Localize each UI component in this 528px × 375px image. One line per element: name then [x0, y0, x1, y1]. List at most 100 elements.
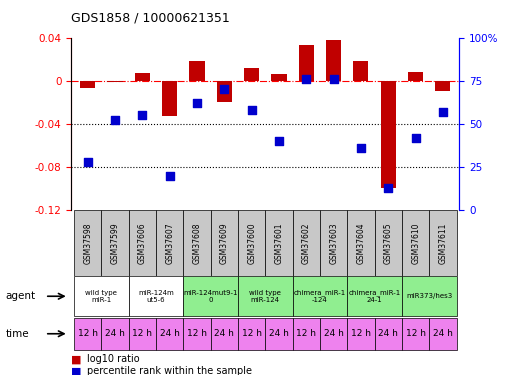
Text: ■: ■ — [71, 366, 82, 375]
Bar — [156, 318, 183, 350]
Point — [384, 184, 392, 190]
Bar — [266, 318, 293, 350]
Bar — [183, 318, 211, 350]
Point — [83, 159, 92, 165]
Text: 12 h: 12 h — [296, 329, 316, 338]
Text: 24 h: 24 h — [214, 329, 234, 338]
Bar — [190, 61, 204, 81]
Bar — [293, 276, 347, 316]
Point — [357, 145, 365, 151]
Text: wild type
miR-1: wild type miR-1 — [86, 290, 117, 303]
Bar — [129, 210, 156, 276]
Bar — [429, 210, 457, 276]
Text: GSM37599: GSM37599 — [110, 222, 119, 264]
Point — [138, 112, 147, 118]
Bar — [162, 81, 177, 116]
Bar — [402, 276, 457, 316]
Point — [193, 100, 201, 106]
Bar — [375, 318, 402, 350]
Bar — [402, 318, 429, 350]
Bar — [436, 81, 450, 92]
Text: 12 h: 12 h — [133, 329, 153, 338]
Text: 12 h: 12 h — [187, 329, 207, 338]
Bar — [244, 68, 259, 81]
Bar — [238, 276, 293, 316]
Point — [439, 109, 447, 115]
Point — [275, 138, 283, 144]
Point — [302, 76, 310, 82]
Text: miR-124mut9-1
0: miR-124mut9-1 0 — [183, 290, 238, 303]
Text: 24 h: 24 h — [379, 329, 398, 338]
Bar — [108, 81, 122, 82]
Bar — [238, 318, 266, 350]
Text: log10 ratio: log10 ratio — [87, 354, 140, 364]
Text: percentile rank within the sample: percentile rank within the sample — [87, 366, 252, 375]
Text: GSM37608: GSM37608 — [193, 222, 202, 264]
Bar — [101, 318, 129, 350]
Bar — [74, 210, 101, 276]
Bar — [293, 210, 320, 276]
Bar — [211, 318, 238, 350]
Point — [329, 76, 338, 82]
Bar — [74, 276, 129, 316]
Bar — [353, 61, 369, 81]
Bar — [320, 318, 347, 350]
Text: GSM37609: GSM37609 — [220, 222, 229, 264]
Text: 12 h: 12 h — [406, 329, 426, 338]
Bar — [238, 210, 266, 276]
Bar — [299, 45, 314, 81]
Bar — [429, 318, 457, 350]
Bar — [326, 40, 341, 81]
Text: GDS1858 / 10000621351: GDS1858 / 10000621351 — [71, 11, 230, 24]
Text: GSM37604: GSM37604 — [356, 222, 365, 264]
Text: chimera_miR-1
-124: chimera_miR-1 -124 — [294, 290, 346, 303]
Point — [220, 86, 229, 92]
Bar — [375, 210, 402, 276]
Bar — [347, 318, 375, 350]
Bar — [156, 210, 183, 276]
Text: GSM37606: GSM37606 — [138, 222, 147, 264]
Bar — [129, 318, 156, 350]
Text: GSM37610: GSM37610 — [411, 222, 420, 264]
Text: 24 h: 24 h — [269, 329, 289, 338]
Text: GSM37600: GSM37600 — [247, 222, 256, 264]
Point — [248, 107, 256, 113]
Text: miR373/hes3: miR373/hes3 — [406, 293, 452, 299]
Text: 24 h: 24 h — [105, 329, 125, 338]
Text: 12 h: 12 h — [242, 329, 262, 338]
Text: 24 h: 24 h — [433, 329, 453, 338]
Point — [165, 172, 174, 178]
Text: 24 h: 24 h — [160, 329, 180, 338]
Bar — [266, 210, 293, 276]
Bar — [408, 72, 423, 81]
Bar — [271, 74, 287, 81]
Bar — [347, 210, 375, 276]
Bar — [402, 210, 429, 276]
Point — [411, 135, 420, 141]
Bar — [211, 210, 238, 276]
Text: 12 h: 12 h — [78, 329, 98, 338]
Bar — [293, 318, 320, 350]
Text: GSM37605: GSM37605 — [384, 222, 393, 264]
Bar — [320, 210, 347, 276]
Text: 24 h: 24 h — [324, 329, 344, 338]
Bar — [129, 276, 183, 316]
Text: GSM37601: GSM37601 — [275, 222, 284, 264]
Bar — [347, 276, 402, 316]
Bar — [183, 210, 211, 276]
Text: wild type
miR-124: wild type miR-124 — [249, 290, 281, 303]
Bar — [135, 73, 150, 81]
Text: time: time — [5, 329, 29, 339]
Text: GSM37602: GSM37602 — [302, 222, 311, 264]
Text: GSM37607: GSM37607 — [165, 222, 174, 264]
Bar — [381, 81, 396, 188]
Text: 12 h: 12 h — [351, 329, 371, 338]
Text: GSM37611: GSM37611 — [438, 222, 447, 264]
Text: agent: agent — [5, 291, 35, 301]
Point — [111, 117, 119, 123]
Text: GSM37603: GSM37603 — [329, 222, 338, 264]
Bar — [217, 81, 232, 102]
Text: ■: ■ — [71, 354, 82, 364]
Bar — [183, 276, 238, 316]
Bar — [101, 210, 129, 276]
